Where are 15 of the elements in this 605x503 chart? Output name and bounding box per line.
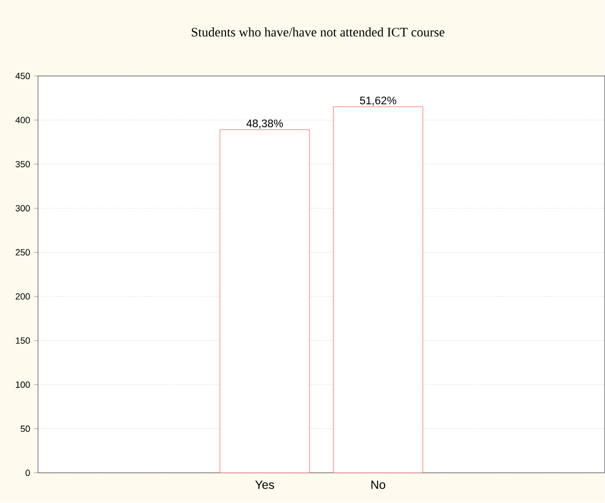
annotation: 48,38% — [246, 120, 283, 129]
y-tick-label: 400 — [15, 116, 30, 124]
x-tick-label: Yes — [255, 480, 274, 490]
y-tick-label: 450 — [15, 72, 30, 80]
x-tick-label: No — [371, 480, 386, 490]
y-tick-label: 200 — [16, 293, 30, 300]
y-tick-label: 250 — [16, 249, 30, 256]
chart-title: Students who have/have not attended ICT course — [192, 28, 444, 37]
y-tick-label: 150 — [16, 337, 30, 344]
y-tick-label: 100 — [16, 382, 30, 388]
y-tick-label: 300 — [16, 205, 30, 212]
y-tick-label: 50 — [20, 426, 30, 432]
y-tick-label: 350 — [16, 161, 30, 168]
y-tick-label: 0 — [26, 470, 30, 476]
annotation: 51,62% — [360, 96, 396, 106]
